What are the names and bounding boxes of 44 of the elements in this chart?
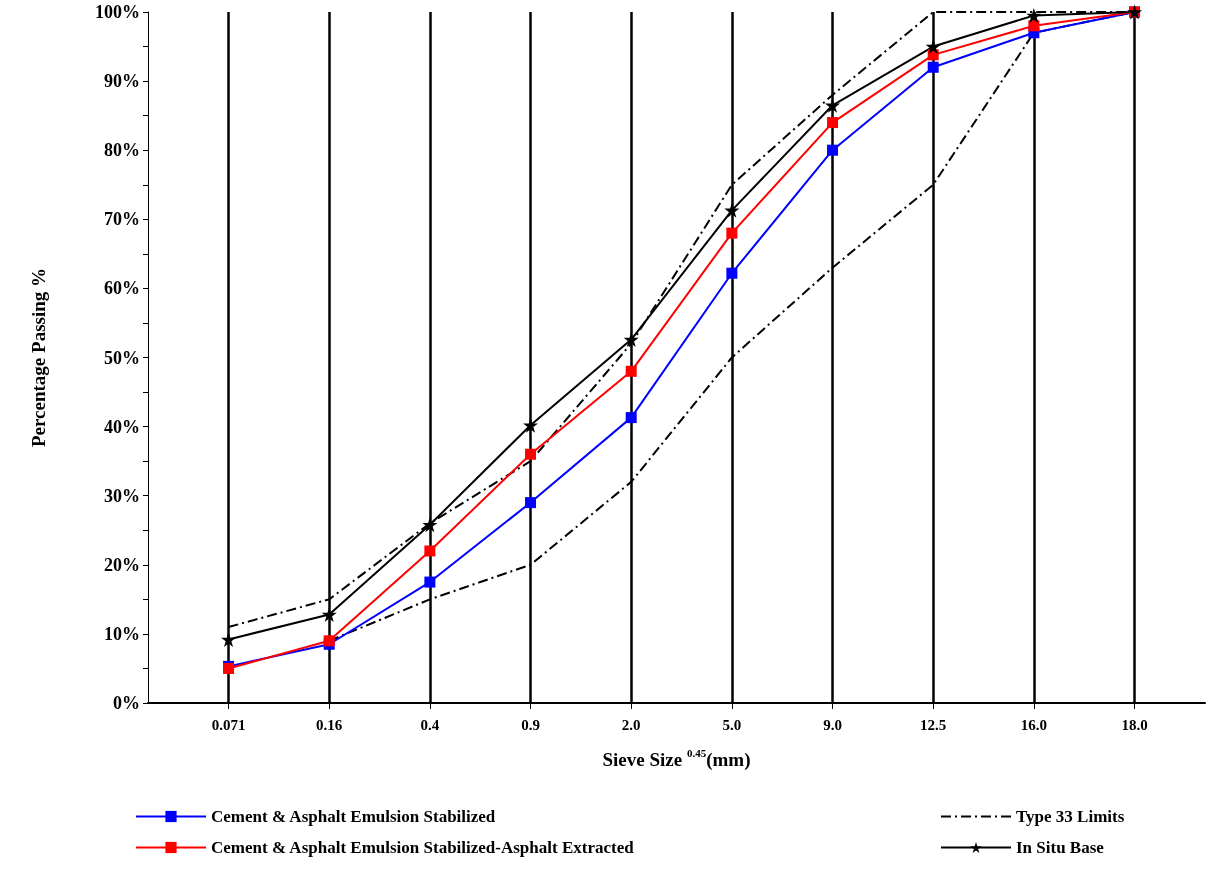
x-tick-label: 2.0 xyxy=(621,716,641,733)
x-tick-label: 0.16 xyxy=(316,716,343,733)
legend-label: Type 33 Limits xyxy=(1016,807,1125,826)
y-tick-label: 10% xyxy=(104,623,140,644)
point xyxy=(925,39,941,55)
point xyxy=(525,497,537,509)
point xyxy=(623,332,639,348)
point xyxy=(827,144,839,156)
point xyxy=(1026,7,1042,23)
y-tick-label: 60% xyxy=(104,278,140,299)
y-tick-label: 0% xyxy=(113,693,140,713)
point xyxy=(525,448,537,460)
x-tick-label: 12.5 xyxy=(920,716,947,733)
y-tick-label: 90% xyxy=(104,71,140,92)
point xyxy=(625,365,637,377)
x-tick-label: 0.4 xyxy=(420,716,440,733)
y-tick-label: 20% xyxy=(104,554,140,575)
y-tick-label: 70% xyxy=(104,209,140,230)
point xyxy=(726,267,738,279)
legend-label: Cement & Asphalt Emulsion Stabilized xyxy=(211,807,496,826)
x-tick-label: 18.0 xyxy=(1121,716,1148,733)
x-tick-label: 0.9 xyxy=(521,716,540,733)
point xyxy=(726,227,738,239)
x-tick-label: 16.0 xyxy=(1020,716,1047,733)
point xyxy=(424,576,436,588)
point xyxy=(422,517,438,533)
point xyxy=(424,545,436,557)
point xyxy=(321,607,337,623)
point xyxy=(724,202,740,218)
x-tick-label: 9.0 xyxy=(823,716,842,733)
point xyxy=(1028,20,1040,32)
y-tick-label: 80% xyxy=(104,140,140,161)
x-tick-label: 5.0 xyxy=(722,716,742,733)
y-tick-label: 30% xyxy=(104,485,140,506)
legend-label: Cement & Asphalt Emulsion Stabilized-Asphalt Extracted xyxy=(211,838,635,857)
point xyxy=(927,61,939,73)
point xyxy=(625,412,637,424)
y-tick-label: 100% xyxy=(95,2,140,22)
y-tick-label: 50% xyxy=(104,347,140,368)
point xyxy=(827,117,839,129)
x-tick-label: 0.071 xyxy=(211,716,246,733)
legend-label: In Situ Base xyxy=(1016,838,1105,857)
y-tick-label: 40% xyxy=(104,416,140,437)
y-axis-title: Percentage Passing % xyxy=(28,267,49,448)
